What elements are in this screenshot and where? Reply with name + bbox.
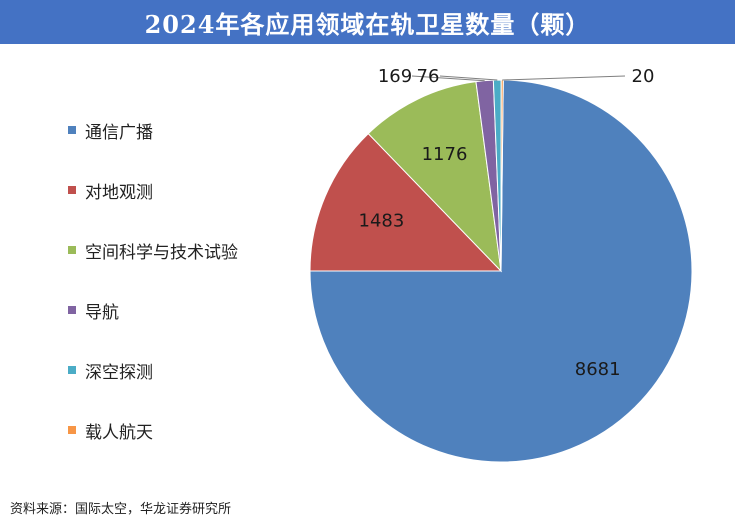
data-label: 76 [417,66,440,87]
legend-swatch [68,126,76,134]
legend-item: 空间科学与技术试验 [68,220,308,280]
pie-slice [367,81,502,273]
data-label: 8681 [575,359,621,380]
legend-item: 导航 [68,280,308,340]
pie-slice [309,132,503,272]
leader-line [411,75,485,82]
legend-swatch [68,246,76,254]
source-note: 资料来源：国际太空，华龙证券研究所 [10,502,232,517]
legend-label: 导航 [85,302,119,323]
legend-item: 对地观测 [68,160,308,220]
legend-label: 对地观测 [85,182,153,203]
data-label: 1176 [422,144,468,165]
leader-line [502,75,626,81]
legend-label: 深空探测 [85,362,153,383]
legend-item: 通信广播 [68,100,308,160]
legend-label: 空间科学与技术试验 [85,242,238,263]
legend-item: 深空探测 [68,340,308,400]
data-label: 1483 [359,210,405,231]
legend-swatch [68,426,76,434]
data-label: 20 [632,66,655,87]
legend-label: 通信广播 [85,122,153,143]
title-bar: 2024年各应用领域在轨卫星数量（颗） [0,0,735,44]
legend-label: 载人航天 [85,422,153,443]
data-label: 169 [378,66,412,87]
legend-swatch [68,306,76,314]
leader-line [439,75,498,81]
legend-swatch [68,186,76,194]
legend-item: 载人航天 [68,400,308,460]
legend: 通信广播 对地观测 空间科学与技术试验 导航 深空探测 载人航天 [68,100,308,460]
chart-title: 2024年各应用领域在轨卫星数量（颗） [144,9,591,39]
legend-swatch [68,366,76,374]
